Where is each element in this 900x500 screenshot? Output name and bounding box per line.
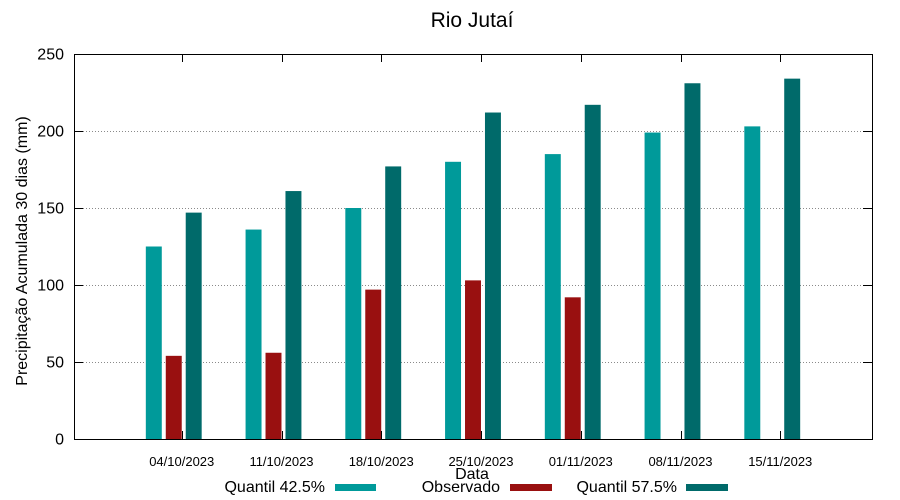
bar-observado-3 [365, 289, 382, 439]
bar-observado-5 [564, 297, 581, 439]
y-tick-label: 50 [46, 355, 64, 372]
x-tick-labels: 04/10/2023 11/10/2023 18/10/2023 25/10/2023… [149, 454, 812, 469]
y-tick-label: 250 [37, 47, 64, 64]
bar-quantil-42-5-5 [544, 154, 561, 439]
x-tick-label: 15/11/2023 [748, 454, 812, 469]
y-tick-label: 150 [37, 201, 64, 218]
legend-swatch-observado [510, 484, 552, 491]
bar-quantil-42-5-7 [744, 126, 761, 439]
y-axis-label: Precipitação Acumulada 30 dias (mm) [14, 116, 31, 385]
bar-observado-4 [465, 280, 481, 439]
bar-quantil-42-5-1 [145, 246, 162, 439]
x-tick-label: 01/11/2023 [549, 454, 613, 469]
bar-quantil-57-5-5 [584, 104, 601, 439]
x-axis-label: Data [455, 466, 489, 483]
bar-quantil-57-5-1 [185, 212, 202, 439]
bars [145, 78, 801, 440]
bar-quantil-42-5-6 [644, 132, 661, 440]
legend-label-quantil-57-5: Quantil 57.5% [576, 479, 677, 496]
bar-observado-1 [165, 355, 182, 439]
plot-border [74, 54, 873, 440]
bar-quantil-57-5-2 [285, 191, 302, 439]
x-tick-label: 18/10/2023 [349, 454, 414, 469]
bar-observado-2 [265, 352, 282, 439]
bar-quantil-57-5-3 [385, 166, 402, 440]
y-tick-labels: 0 50 100 150 200 250 [37, 47, 64, 449]
legend: Quantil 42.5% Observado Quantil 57.5% [224, 479, 728, 496]
x-tick-label: 08/11/2023 [648, 454, 712, 469]
bar-quantil-42-5-2 [245, 229, 262, 439]
bar-quantil-57-5-6 [684, 83, 701, 439]
bar-quantil-42-5-3 [345, 208, 362, 439]
y-tick-label: 0 [55, 432, 64, 449]
y-tick-label: 200 [37, 124, 64, 141]
legend-label-observado: Observado [422, 479, 500, 496]
tick-marks [74, 54, 872, 440]
legend-swatch-quantil-42-5 [335, 484, 376, 491]
x-tick-label: 11/10/2023 [249, 454, 313, 469]
x-tick-label: 25/10/2023 [448, 454, 513, 469]
legend-label-quantil-42-5: Quantil 42.5% [224, 479, 325, 496]
bar-quantil-57-5-7 [784, 78, 801, 439]
bar-quantil-57-5-4 [484, 112, 501, 440]
y-tick-label: 100 [37, 278, 64, 295]
bar-quantil-42-5-4 [445, 161, 462, 440]
x-tick-label: 04/10/2023 [149, 454, 214, 469]
legend-swatch-quantil-57-5 [686, 484, 728, 491]
chart-title: Rio Jutaí [431, 9, 514, 32]
